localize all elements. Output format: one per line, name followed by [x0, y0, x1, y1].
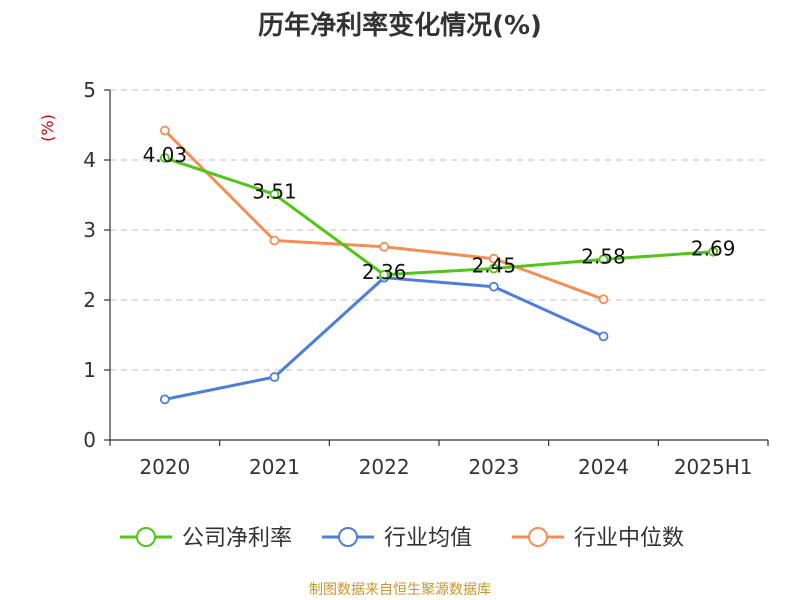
legend[interactable]: 公司净利率 行业均值 行业中位数: [120, 526, 684, 551]
data-point: [379, 269, 390, 280]
data-point: [708, 246, 719, 257]
data-label: 3.51: [252, 179, 297, 203]
legend-label: 行业均值: [384, 526, 472, 551]
data-point: [488, 263, 499, 274]
legend-marker: [528, 527, 548, 547]
data-point: [598, 294, 609, 305]
y-axis-label: (%): [38, 114, 57, 142]
legend-marker: [338, 527, 358, 547]
data-label: 2.45: [472, 254, 517, 278]
axes: 0 1 2 3 4 5 2020 2021 2022 2023 2024 2025H1: [83, 78, 769, 479]
y-tick-label: 5: [83, 78, 96, 102]
y-tick-label: 4: [83, 148, 96, 172]
y-tick-label: 0: [83, 428, 96, 452]
x-tick-label: 2025H1: [674, 455, 753, 479]
data-labels: 4.03 3.51 2.36 2.45 2.58 2.69: [143, 143, 736, 284]
grid-lines: [110, 89, 768, 371]
data-point: [269, 189, 280, 200]
legend-item-2[interactable]: 行业中位数: [512, 526, 684, 551]
x-tick-label: 2024: [578, 455, 629, 479]
data-label: 2.36: [362, 260, 407, 284]
chart-title: 历年净利率变化情况(%): [258, 10, 542, 41]
series-line-0: [164, 156, 714, 277]
legend-item-0[interactable]: 公司净利率: [120, 526, 292, 551]
data-point: [379, 241, 390, 252]
data-label: 4.03: [143, 143, 188, 167]
x-tick-label: 2022: [359, 455, 410, 479]
y-tick-label: 2: [83, 288, 96, 312]
series-lines: [159, 125, 719, 405]
data-point: [269, 235, 280, 246]
x-tick-label: 2021: [249, 455, 300, 479]
source-note: 制图数据来自恒生聚源数据库: [309, 582, 491, 598]
data-point: [598, 254, 609, 265]
series-line-1: [164, 276, 605, 401]
data-point: [488, 281, 499, 292]
x-tick-label: 2020: [139, 455, 190, 479]
data-point: [598, 331, 609, 342]
legend-item-1[interactable]: 行业均值: [322, 526, 472, 551]
legend-label: 公司净利率: [182, 526, 292, 551]
data-point: [488, 253, 499, 264]
y-tick-label: 3: [83, 218, 96, 242]
legend-marker: [136, 527, 156, 547]
legend-label: 行业中位数: [574, 526, 684, 551]
data-label: 2.58: [581, 244, 626, 268]
x-tick-label: 2023: [468, 455, 519, 479]
data-point: [269, 372, 280, 382]
data-point: [159, 152, 170, 163]
y-tick-label: 1: [83, 358, 96, 382]
data-point: [159, 125, 170, 136]
data-label: 2.69: [691, 237, 736, 261]
data-point: [159, 394, 170, 405]
